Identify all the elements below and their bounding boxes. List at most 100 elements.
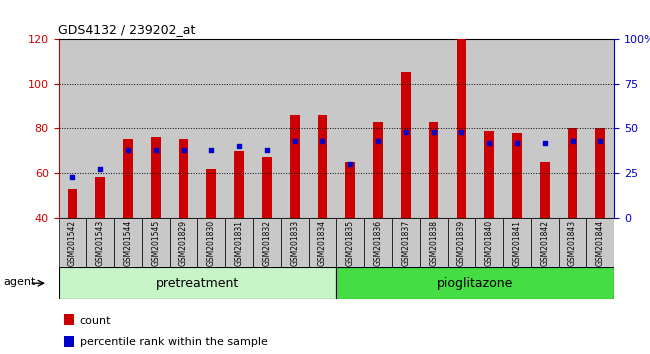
FancyBboxPatch shape <box>86 218 114 267</box>
Text: GSM201838: GSM201838 <box>429 220 438 266</box>
Bar <box>114 39 142 218</box>
Text: GSM201542: GSM201542 <box>68 220 77 266</box>
Text: GSM201842: GSM201842 <box>540 220 549 266</box>
Point <box>178 147 188 153</box>
Bar <box>234 151 244 218</box>
Bar <box>290 115 300 218</box>
Bar <box>558 39 586 218</box>
Text: GSM201833: GSM201833 <box>290 220 299 266</box>
Text: pioglitazone: pioglitazone <box>437 277 514 290</box>
Text: GSM201840: GSM201840 <box>485 220 494 266</box>
Bar <box>170 39 198 218</box>
FancyBboxPatch shape <box>226 218 253 267</box>
Text: GSM201839: GSM201839 <box>457 220 466 266</box>
Bar <box>364 39 392 218</box>
Point <box>345 161 356 167</box>
Text: count: count <box>79 316 111 326</box>
Text: agent: agent <box>3 276 35 287</box>
Text: GSM201841: GSM201841 <box>512 220 521 266</box>
Bar <box>123 139 133 218</box>
Text: GSM201844: GSM201844 <box>596 220 605 266</box>
Bar <box>179 139 188 218</box>
FancyBboxPatch shape <box>420 218 447 267</box>
Bar <box>420 39 447 218</box>
Text: GSM201843: GSM201843 <box>568 220 577 266</box>
Bar <box>207 169 216 218</box>
Point <box>595 138 606 144</box>
Text: GSM201836: GSM201836 <box>374 220 383 266</box>
Point <box>206 147 216 153</box>
Bar <box>253 39 281 218</box>
Bar <box>198 39 225 218</box>
FancyBboxPatch shape <box>114 218 142 267</box>
Bar <box>484 131 494 218</box>
Bar <box>345 162 355 218</box>
Point <box>484 140 495 145</box>
Bar <box>58 39 86 218</box>
Bar <box>64 336 74 347</box>
Text: GSM201834: GSM201834 <box>318 220 327 266</box>
FancyBboxPatch shape <box>503 218 531 267</box>
Point <box>289 138 300 144</box>
Bar <box>567 129 577 218</box>
FancyBboxPatch shape <box>58 267 337 299</box>
Bar <box>447 39 475 218</box>
FancyBboxPatch shape <box>337 267 614 299</box>
Text: GSM201837: GSM201837 <box>401 220 410 266</box>
Text: GSM201829: GSM201829 <box>179 220 188 266</box>
Bar <box>475 39 503 218</box>
Bar <box>531 39 559 218</box>
Point <box>123 147 133 153</box>
Text: GSM201832: GSM201832 <box>263 220 272 266</box>
FancyBboxPatch shape <box>475 218 503 267</box>
Point <box>400 129 411 135</box>
Bar <box>401 73 411 218</box>
Bar <box>309 39 337 218</box>
Bar <box>337 39 364 218</box>
Text: GSM201831: GSM201831 <box>235 220 244 266</box>
FancyBboxPatch shape <box>309 218 337 267</box>
Point <box>95 167 105 172</box>
Bar <box>151 137 161 218</box>
Text: GDS4132 / 239202_at: GDS4132 / 239202_at <box>58 23 196 36</box>
Point <box>151 147 161 153</box>
Text: GSM201835: GSM201835 <box>346 220 355 266</box>
Point <box>262 147 272 153</box>
Text: GSM201543: GSM201543 <box>96 220 105 267</box>
Bar <box>595 129 605 218</box>
Bar <box>503 39 531 218</box>
Point <box>512 140 522 145</box>
Bar <box>96 177 105 218</box>
FancyBboxPatch shape <box>198 218 226 267</box>
Text: percentile rank within the sample: percentile rank within the sample <box>79 337 268 348</box>
Bar <box>281 39 309 218</box>
Bar <box>142 39 170 218</box>
Point <box>373 138 384 144</box>
FancyBboxPatch shape <box>281 218 309 267</box>
Bar <box>262 158 272 218</box>
Point <box>540 140 550 145</box>
Bar <box>68 189 77 218</box>
Bar <box>540 162 550 218</box>
Point <box>567 138 578 144</box>
Bar <box>586 39 614 218</box>
Bar <box>64 314 74 325</box>
Bar <box>456 39 466 218</box>
Bar <box>512 133 522 218</box>
Bar <box>373 122 383 218</box>
FancyBboxPatch shape <box>170 218 198 267</box>
Point <box>456 129 467 135</box>
FancyBboxPatch shape <box>586 218 614 267</box>
FancyBboxPatch shape <box>447 218 475 267</box>
Point <box>317 138 328 144</box>
Text: GSM201830: GSM201830 <box>207 220 216 266</box>
Bar <box>318 115 328 218</box>
FancyBboxPatch shape <box>58 218 86 267</box>
Bar <box>86 39 114 218</box>
FancyBboxPatch shape <box>364 218 392 267</box>
FancyBboxPatch shape <box>142 218 170 267</box>
Text: pretreatment: pretreatment <box>156 277 239 290</box>
FancyBboxPatch shape <box>392 218 420 267</box>
FancyBboxPatch shape <box>337 218 364 267</box>
Point <box>234 143 244 149</box>
